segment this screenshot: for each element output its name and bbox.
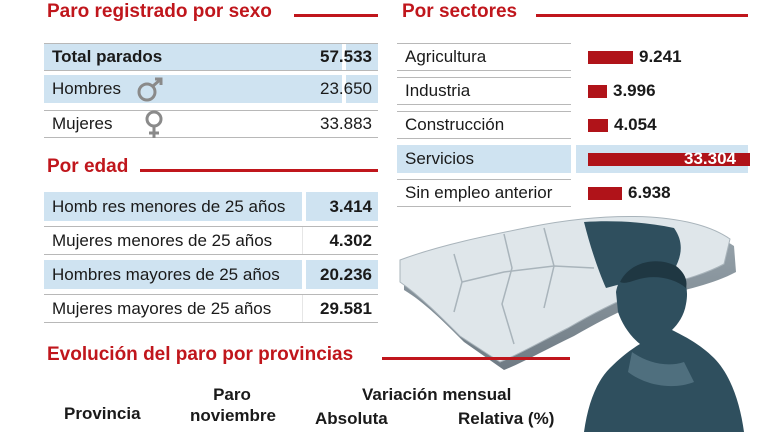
sector-value-label: 6.938 [628, 183, 671, 202]
edad-row-label: Hombres mayores de 25 años [52, 264, 280, 284]
edad-row-label: Homb res menores de 25 años [52, 196, 286, 216]
col-header-relativa: Relativa (%) [458, 409, 555, 428]
sexo-row-label: Hombres [52, 79, 121, 98]
row-divider [342, 44, 346, 70]
provincias-title: Evolución del paro por provincias [47, 344, 354, 365]
andalucia-map-illustration [399, 215, 744, 432]
provincias-title-rule [382, 357, 570, 360]
edad-row: Homb res menores de 25 años 3.414 [44, 192, 378, 221]
sexo-row-label: Total parados [52, 47, 163, 66]
male-symbol-icon [136, 77, 166, 108]
edad-row-label: Mujeres mayores de 25 años [52, 298, 272, 318]
col-header-variacion: Variación mensual [362, 385, 512, 404]
sexo-row-total: Total parados 57.533 [44, 43, 378, 71]
sector-row: Servicios [397, 145, 571, 173]
sector-row: Agricultura [397, 43, 571, 71]
edad-row-value: 20.236 [320, 264, 372, 284]
col-header-provincia: Provincia [64, 404, 141, 423]
sexo-row-value: 57.533 [320, 47, 372, 66]
edad-title: Por edad [47, 156, 129, 177]
sector-bar [588, 84, 607, 98]
sector-bar [588, 50, 633, 64]
row-divider [302, 260, 306, 289]
sector-bar [588, 186, 622, 200]
edad-row-value: 3.414 [329, 196, 372, 216]
edad-row-value: 29.581 [320, 298, 372, 318]
col-header-absoluta: Absoluta [315, 409, 388, 428]
sector-label: Construcción [405, 115, 505, 134]
row-divider [302, 192, 306, 221]
row-divider [302, 227, 303, 254]
sectores-title-rule [536, 14, 748, 17]
edad-row: Mujeres menores de 25 años 4.302 [44, 226, 378, 255]
col-header-paro: Paro noviembre [190, 384, 276, 426]
edad-title-rule [140, 169, 378, 172]
sexo-row-mujeres: Mujeres 33.883 [44, 110, 378, 138]
sector-row: Industria [397, 77, 571, 105]
sector-label: Industria [405, 81, 471, 100]
edad-row: Mujeres mayores de 25 años 29.581 [44, 294, 378, 323]
sectores-title: Por sectores [402, 1, 518, 22]
sexo-row-value: 23.650 [320, 79, 372, 98]
sector-value-label: 33.304 [684, 149, 736, 168]
sector-bar [588, 152, 750, 166]
sector-label: Agricultura [405, 47, 487, 66]
row-divider [302, 295, 303, 322]
sexo-row-value: 33.883 [320, 114, 372, 133]
female-symbol-icon [142, 110, 166, 145]
sexo-title-rule [294, 14, 378, 17]
sector-label: Servicios [405, 149, 474, 168]
sexo-row-label: Mujeres [52, 114, 113, 133]
sexo-row-hombres: Hombres 23.650 [44, 75, 378, 103]
sector-row: Sin empleo anterior [397, 179, 571, 207]
edad-row: Hombres mayores de 25 años 20.236 [44, 260, 378, 289]
edad-row-value: 4.302 [329, 230, 372, 250]
sector-value-label: 3.996 [613, 81, 656, 100]
sexo-title: Paro registrado por sexo [47, 1, 272, 22]
sector-value-label: 4.054 [614, 115, 657, 134]
row-divider [342, 111, 346, 137]
sector-bar [588, 118, 608, 132]
edad-row-label: Mujeres menores de 25 años [52, 230, 273, 250]
col-header-paro-line1: Paro [213, 385, 251, 404]
row-divider [342, 75, 346, 103]
col-header-paro-line2: noviembre [190, 406, 276, 425]
sector-value-label: 9.241 [639, 47, 682, 66]
sector-label: Sin empleo anterior [405, 183, 553, 202]
sector-row: Construcción [397, 111, 571, 139]
